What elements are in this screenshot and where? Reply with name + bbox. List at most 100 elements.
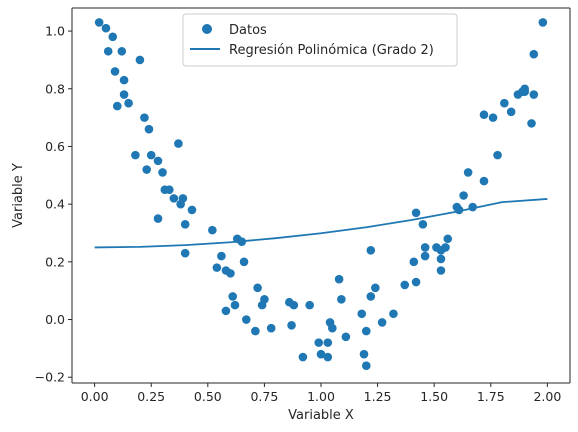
legend-box (182, 13, 458, 67)
data-point (527, 119, 536, 128)
data-point (371, 283, 380, 293)
data-point (366, 246, 376, 255)
data-point (221, 306, 231, 316)
data-point (142, 165, 151, 174)
data-point (366, 292, 376, 301)
data-point (361, 361, 371, 370)
y-tick-label: 0.8 (45, 81, 65, 96)
legend-label-regression: Regresión Polinómica (Grado 2) (229, 43, 434, 58)
x-axis-label: Variable X (288, 408, 354, 423)
data-point (174, 139, 183, 148)
data-point (242, 315, 251, 324)
data-point (520, 84, 530, 94)
data-point (178, 194, 188, 203)
data-point (479, 110, 489, 120)
y-tick-label: 0.0 (45, 312, 65, 327)
series-layer (94, 18, 548, 370)
data-point (488, 113, 498, 122)
x-tick-label: 1.00 (307, 389, 335, 404)
data-point (144, 124, 154, 134)
y-tick-label: 0.6 (45, 139, 65, 154)
data-point (119, 75, 129, 85)
x-tick-label: 0.75 (250, 389, 278, 404)
x-tick-label: 2.00 (533, 389, 561, 404)
data-point (529, 49, 539, 59)
data-point (323, 352, 333, 362)
data-point (253, 283, 262, 293)
data-point (101, 23, 111, 33)
x-tick-label: 1.50 (420, 389, 448, 404)
y-tick-label: 0.2 (45, 254, 65, 269)
data-point (409, 257, 419, 267)
data-point (361, 326, 371, 336)
data-point (418, 220, 428, 229)
data-point (389, 309, 398, 319)
data-point (165, 185, 174, 195)
data-point (228, 292, 238, 301)
data-point (441, 243, 450, 252)
data-point (298, 352, 308, 362)
data-point (436, 254, 446, 264)
x-tick-label: 1.75 (477, 389, 505, 404)
data-point (337, 295, 346, 304)
data-point (94, 18, 104, 27)
y-axis-label: Variable Y (11, 163, 26, 228)
data-point (226, 269, 235, 278)
data-point (443, 234, 453, 244)
data-point (500, 98, 509, 108)
data-point (230, 300, 240, 310)
data-point (357, 309, 367, 319)
y-tick-label: 1.0 (45, 24, 65, 39)
data-point (420, 243, 430, 252)
data-point (124, 98, 133, 108)
data-point (287, 321, 296, 330)
data-point (334, 274, 344, 284)
regression-line (94, 198, 548, 249)
data-point (479, 176, 489, 186)
data-point (117, 46, 127, 56)
data-point (180, 220, 190, 229)
legend: Datos Regresión Polinómica (Grado 2) (182, 13, 458, 67)
data-point (305, 300, 314, 310)
data-point (103, 46, 113, 56)
data-point (239, 257, 249, 267)
legend-label-datos: Datos (229, 23, 267, 38)
data-point (112, 101, 122, 111)
data-point (140, 113, 149, 122)
data-point (212, 263, 222, 272)
data-point (135, 55, 145, 65)
data-point (146, 150, 156, 160)
data-point (180, 248, 190, 258)
data-point (529, 90, 539, 99)
y-tick-label: −0.2 (35, 370, 65, 385)
data-point (359, 349, 369, 359)
data-point (110, 67, 120, 76)
data-point (328, 323, 337, 333)
data-point (506, 107, 516, 117)
data-point (411, 208, 421, 218)
data-point (266, 323, 276, 333)
data-point (187, 205, 197, 215)
x-tick-label: 0.25 (137, 389, 165, 404)
x-tick-label: 0.50 (194, 389, 222, 404)
data-point (314, 338, 324, 347)
data-point (153, 214, 163, 223)
data-point (260, 295, 269, 304)
data-point (323, 338, 333, 347)
x-tick-label: 0.00 (81, 389, 109, 404)
data-point (251, 326, 260, 336)
data-point (153, 156, 163, 166)
data-point (436, 266, 446, 275)
data-point (131, 150, 140, 160)
data-point (119, 90, 129, 99)
ticks-layer: 0.00 0.25 0.50 0.75 1.00 1.25 1.50 1.75 2.00 −0.2… (35, 24, 562, 404)
data-point (289, 300, 299, 310)
legend-marker-datos (202, 24, 212, 34)
data-point (169, 194, 179, 203)
data-point (377, 318, 387, 327)
data-point (463, 168, 473, 177)
data-point (493, 150, 502, 160)
x-tick-label: 1.25 (364, 389, 392, 404)
data-point (158, 168, 167, 177)
